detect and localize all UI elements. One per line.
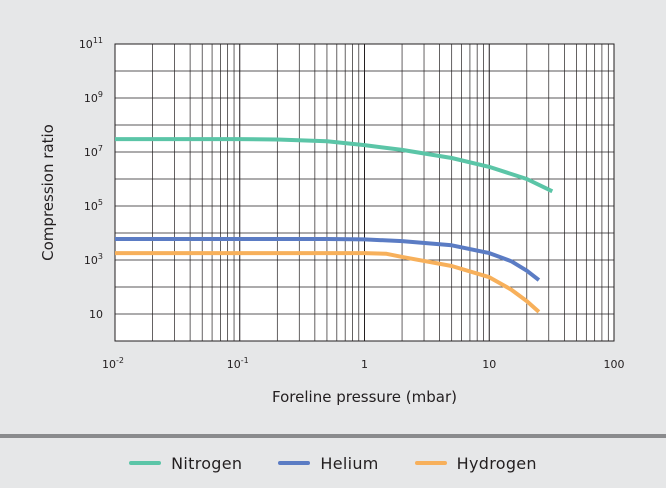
legend-label-hydrogen: Hydrogen xyxy=(456,453,537,473)
y-axis-title: Compression ratio xyxy=(39,124,57,261)
y-tick-label: 107 xyxy=(84,144,103,159)
legend-swatch-helium xyxy=(278,461,311,465)
series-line-helium xyxy=(115,237,541,282)
legend-swatch-nitrogen xyxy=(129,461,162,465)
y-tick-label: 109 xyxy=(84,90,103,105)
legend-label-helium: Helium xyxy=(320,453,379,473)
y-tick-label: 10 xyxy=(89,308,103,321)
series-line-hydrogen xyxy=(115,251,541,314)
x-tick-label: 10-2 xyxy=(102,356,124,371)
series-line-nitrogen xyxy=(115,137,554,194)
plot-frame xyxy=(114,43,615,342)
y-tick-label: 105 xyxy=(84,198,103,213)
legend-divider xyxy=(0,434,666,438)
legend-item-hydrogen: Hydrogen xyxy=(414,453,537,473)
legend-label-nitrogen: Nitrogen xyxy=(171,453,243,473)
x-axis-title: Foreline pressure (mbar) xyxy=(272,388,457,406)
y-tick-label: 103 xyxy=(84,252,103,267)
chart: 10-2 10-1 1 10 100 10 103 105 107 109 1011 Foreline… xyxy=(39,36,625,406)
y-tick-label: 1011 xyxy=(79,36,103,51)
x-tick-label: 100 xyxy=(604,358,625,371)
x-tick-label: 10 xyxy=(482,358,496,371)
chart-svg: 10-2 10-1 1 10 100 10 103 105 107 109 1011 Foreline… xyxy=(39,36,625,406)
x-tick-label: 10-1 xyxy=(227,356,249,371)
legend: Nitrogen Helium Hydrogen xyxy=(0,438,666,488)
x-tick-label: 1 xyxy=(361,358,368,371)
legend-swatch-hydrogen xyxy=(414,461,447,465)
legend-item-helium: Helium xyxy=(278,454,378,473)
legend-item-nitrogen: Nitrogen xyxy=(129,454,242,473)
